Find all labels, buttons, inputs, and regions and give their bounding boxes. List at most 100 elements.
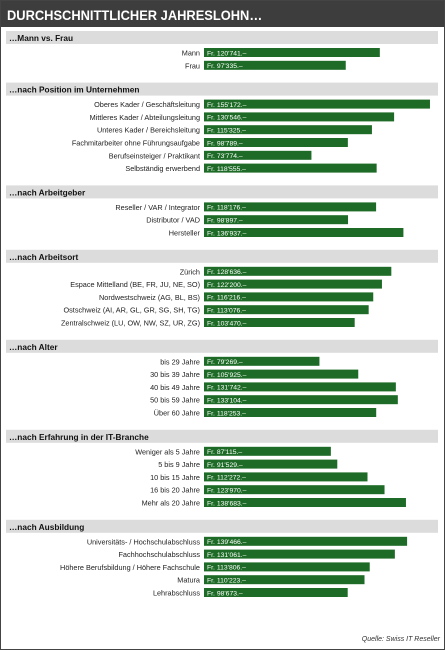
chart-groups: …Mann vs. Frau Mann Fr. 120'741.– Frau Fr. 9… <box>6 31 438 598</box>
category-label: Berufseinsteiger / Praktikant <box>109 151 200 160</box>
section-heading-band <box>6 429 438 443</box>
bar <box>204 125 372 135</box>
bar-value-label: Fr. 79'269.– <box>207 359 243 366</box>
bar <box>204 138 348 147</box>
category-label: Matura <box>177 576 201 585</box>
bar-value-label: Fr. 138'683.– <box>207 500 247 507</box>
bar <box>204 318 355 327</box>
bar <box>204 305 369 315</box>
bar-value-label: Fr. 105'925.– <box>207 372 247 379</box>
source-note: Quelle: Swiss IT Reseller <box>362 636 441 643</box>
section-heading: …nach Position im Unternehmen <box>9 85 139 95</box>
category-label: Höhere Berufsbildung / Höhere Fachschule <box>60 563 200 572</box>
section-heading: …nach Erfahrung in der IT-Branche <box>9 432 149 442</box>
bar <box>204 356 320 366</box>
bar-value-label: Fr. 118'176.– <box>207 205 246 212</box>
category-label: 30 bis 39 Jahre <box>150 370 200 379</box>
category-label: Ostschweiz (AI, AR, GL, GR, SG, SH, TG) <box>63 306 200 315</box>
bar-value-label: Fr. 97'335.– <box>207 63 243 70</box>
bar <box>204 292 374 302</box>
bar <box>204 112 395 122</box>
category-label: Zürich <box>180 267 200 276</box>
bar-value-label: Fr. 113'076.– <box>207 308 246 315</box>
bar <box>204 60 346 70</box>
category-label: Fachhochschulabschluss <box>118 550 200 559</box>
bar-value-label: Fr. 112'272.– <box>207 475 246 482</box>
title-bar <box>1 1 444 27</box>
category-label: 10 bis 15 Jahre <box>150 473 200 482</box>
bar-value-label: Fr. 133'104.– <box>207 398 247 405</box>
bar <box>204 150 312 160</box>
section-heading-band <box>6 82 438 96</box>
bar-value-label: Fr. 98'673.– <box>207 590 243 597</box>
bar <box>204 562 370 572</box>
bar <box>204 99 430 109</box>
category-label: Distributor / VAD <box>146 216 200 225</box>
bar-value-label: Fr. 123'970.– <box>207 488 247 495</box>
bar <box>204 575 365 585</box>
bar <box>204 48 380 57</box>
bar <box>204 395 398 405</box>
bar <box>204 485 385 495</box>
bar-value-label: Fr. 130'546.– <box>207 115 247 122</box>
section-heading: …nach Arbeitgeber <box>9 187 86 197</box>
bar <box>204 459 338 469</box>
bar-value-label: Fr. 110'223.– <box>207 578 246 585</box>
bar <box>204 228 404 237</box>
category-label: Lehrabschluss <box>153 589 200 598</box>
bar <box>204 369 359 379</box>
bar <box>204 279 382 289</box>
category-label: Fachmitarbeiter ohne Führungsaufgabe <box>72 139 200 148</box>
chart-title: DURCHSCHNITTLICHER JAHRESLOHN… <box>7 8 262 24</box>
category-label: 5 bis 9 Jahre <box>158 460 200 469</box>
category-label: bis 29 Jahre <box>160 357 200 366</box>
category-label: 16 bis 20 Jahre <box>150 486 200 495</box>
category-label: Reseller / VAR / Integrator <box>115 203 200 212</box>
bar-value-label: Fr. 122'200.– <box>207 282 247 289</box>
bar <box>204 382 396 392</box>
bar-value-label: Fr. 155'172.– <box>207 102 247 109</box>
bar <box>204 163 377 173</box>
category-label: Selbständig erwerbend <box>125 164 200 173</box>
section-heading-band <box>6 339 438 353</box>
bar-value-label: Fr. 131'742.– <box>207 385 247 392</box>
category-label: Zentralschweiz (LU, OW, NW, SZ, UR, ZG) <box>61 319 200 328</box>
bar-value-label: Fr. 73'774.– <box>207 153 243 160</box>
category-label: Mittleres Kader / Abteilungsleitung <box>90 113 200 122</box>
category-label: 40 bis 49 Jahre <box>150 383 200 392</box>
section-heading-band <box>6 31 438 44</box>
bar <box>204 266 392 276</box>
category-label: Oberes Kader / Geschäftsleitung <box>94 100 200 109</box>
bar <box>204 215 349 225</box>
category-label: Mann <box>182 49 200 58</box>
bar-value-label: Fr. 128'636.– <box>207 269 247 276</box>
bar <box>204 536 408 546</box>
bar-value-label: Fr. 118'253.– <box>207 410 246 417</box>
bar-value-label: Fr. 131'061.– <box>207 552 247 559</box>
category-label: Nordwestschweiz (AG, BL, BS) <box>99 293 200 302</box>
category-label: Hersteller <box>169 229 201 238</box>
section-heading-band <box>6 519 438 533</box>
bar <box>204 588 348 597</box>
section-heading: …nach Arbeitsort <box>9 252 79 262</box>
section-heading-band <box>6 249 438 263</box>
bar-value-label: Fr. 136'937.– <box>207 230 247 237</box>
bar-value-label: Fr. 113'806.– <box>207 565 246 572</box>
category-label: Espace Mittelland (BE, FR, JU, NE, SO) <box>70 280 200 289</box>
bar-value-label: Fr. 98'897.– <box>207 218 243 225</box>
category-label: Unteres Kader / Bereichsleitung <box>97 126 200 135</box>
category-label: Mehr als 20 Jahre <box>142 499 200 508</box>
bar <box>204 498 406 507</box>
bar-value-label: Fr. 120'741.– <box>207 50 247 57</box>
section-heading: …Mann vs. Frau <box>9 33 73 43</box>
bar-value-label: Fr. 139'466.– <box>207 539 247 546</box>
category-label: Frau <box>185 61 200 70</box>
section-heading-band <box>6 185 438 199</box>
section-heading: …nach Alter <box>9 342 58 352</box>
category-label: Weniger als 5 Jahre <box>135 447 200 456</box>
bar-value-label: Fr. 103'470.– <box>207 320 247 327</box>
bar <box>204 472 368 482</box>
bar-value-label: Fr. 98'789.– <box>207 140 243 147</box>
category-label: 50 bis 59 Jahre <box>150 396 200 405</box>
